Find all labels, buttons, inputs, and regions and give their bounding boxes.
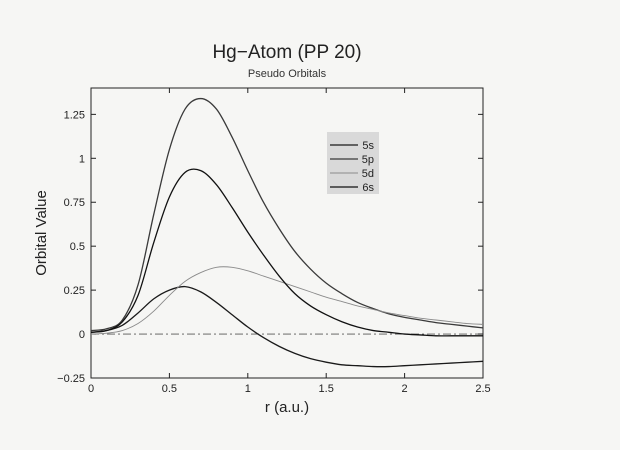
legend-label-6s: 6s xyxy=(362,182,374,194)
y-axis-label: Orbital Value xyxy=(33,190,50,276)
series-line-5d xyxy=(90,266,484,335)
y-tick-label: 1 xyxy=(79,153,85,165)
y-tick-label: 0 xyxy=(79,329,85,341)
series-group xyxy=(90,97,484,368)
x-tick-label: 2 xyxy=(402,383,408,395)
y-tick-label: −0.25 xyxy=(57,373,85,385)
y-tick-label: 1.25 xyxy=(64,109,85,121)
legend-label-5d: 5d xyxy=(362,168,374,180)
y-tick-label: 0.25 xyxy=(64,285,85,297)
chart-title: Hg−Atom (PP 20) xyxy=(212,42,361,63)
chart-subtitle: Pseudo Orbitals xyxy=(248,68,327,80)
x-axis-label: r (a.u.) xyxy=(265,399,309,416)
plot-frame xyxy=(90,87,484,379)
series-line-5s xyxy=(90,285,484,368)
x-tick-label: 1 xyxy=(245,383,251,395)
legend-label-5s: 5s xyxy=(362,140,374,152)
x-tick-label: 0 xyxy=(88,383,94,395)
series-line-5p xyxy=(90,97,484,332)
x-tick-label: 0.5 xyxy=(162,383,177,395)
legend-label-5p: 5p xyxy=(362,154,374,166)
y-tick-label: 0.5 xyxy=(70,241,85,253)
y-tick-label: 0.75 xyxy=(64,197,85,209)
x-tick-label: 1.5 xyxy=(319,383,334,395)
legend: 5s 5p 5d 6s xyxy=(327,132,379,194)
series-line-6s xyxy=(90,168,483,337)
legend-box xyxy=(327,132,379,194)
x-tick-label: 2.5 xyxy=(475,383,490,395)
